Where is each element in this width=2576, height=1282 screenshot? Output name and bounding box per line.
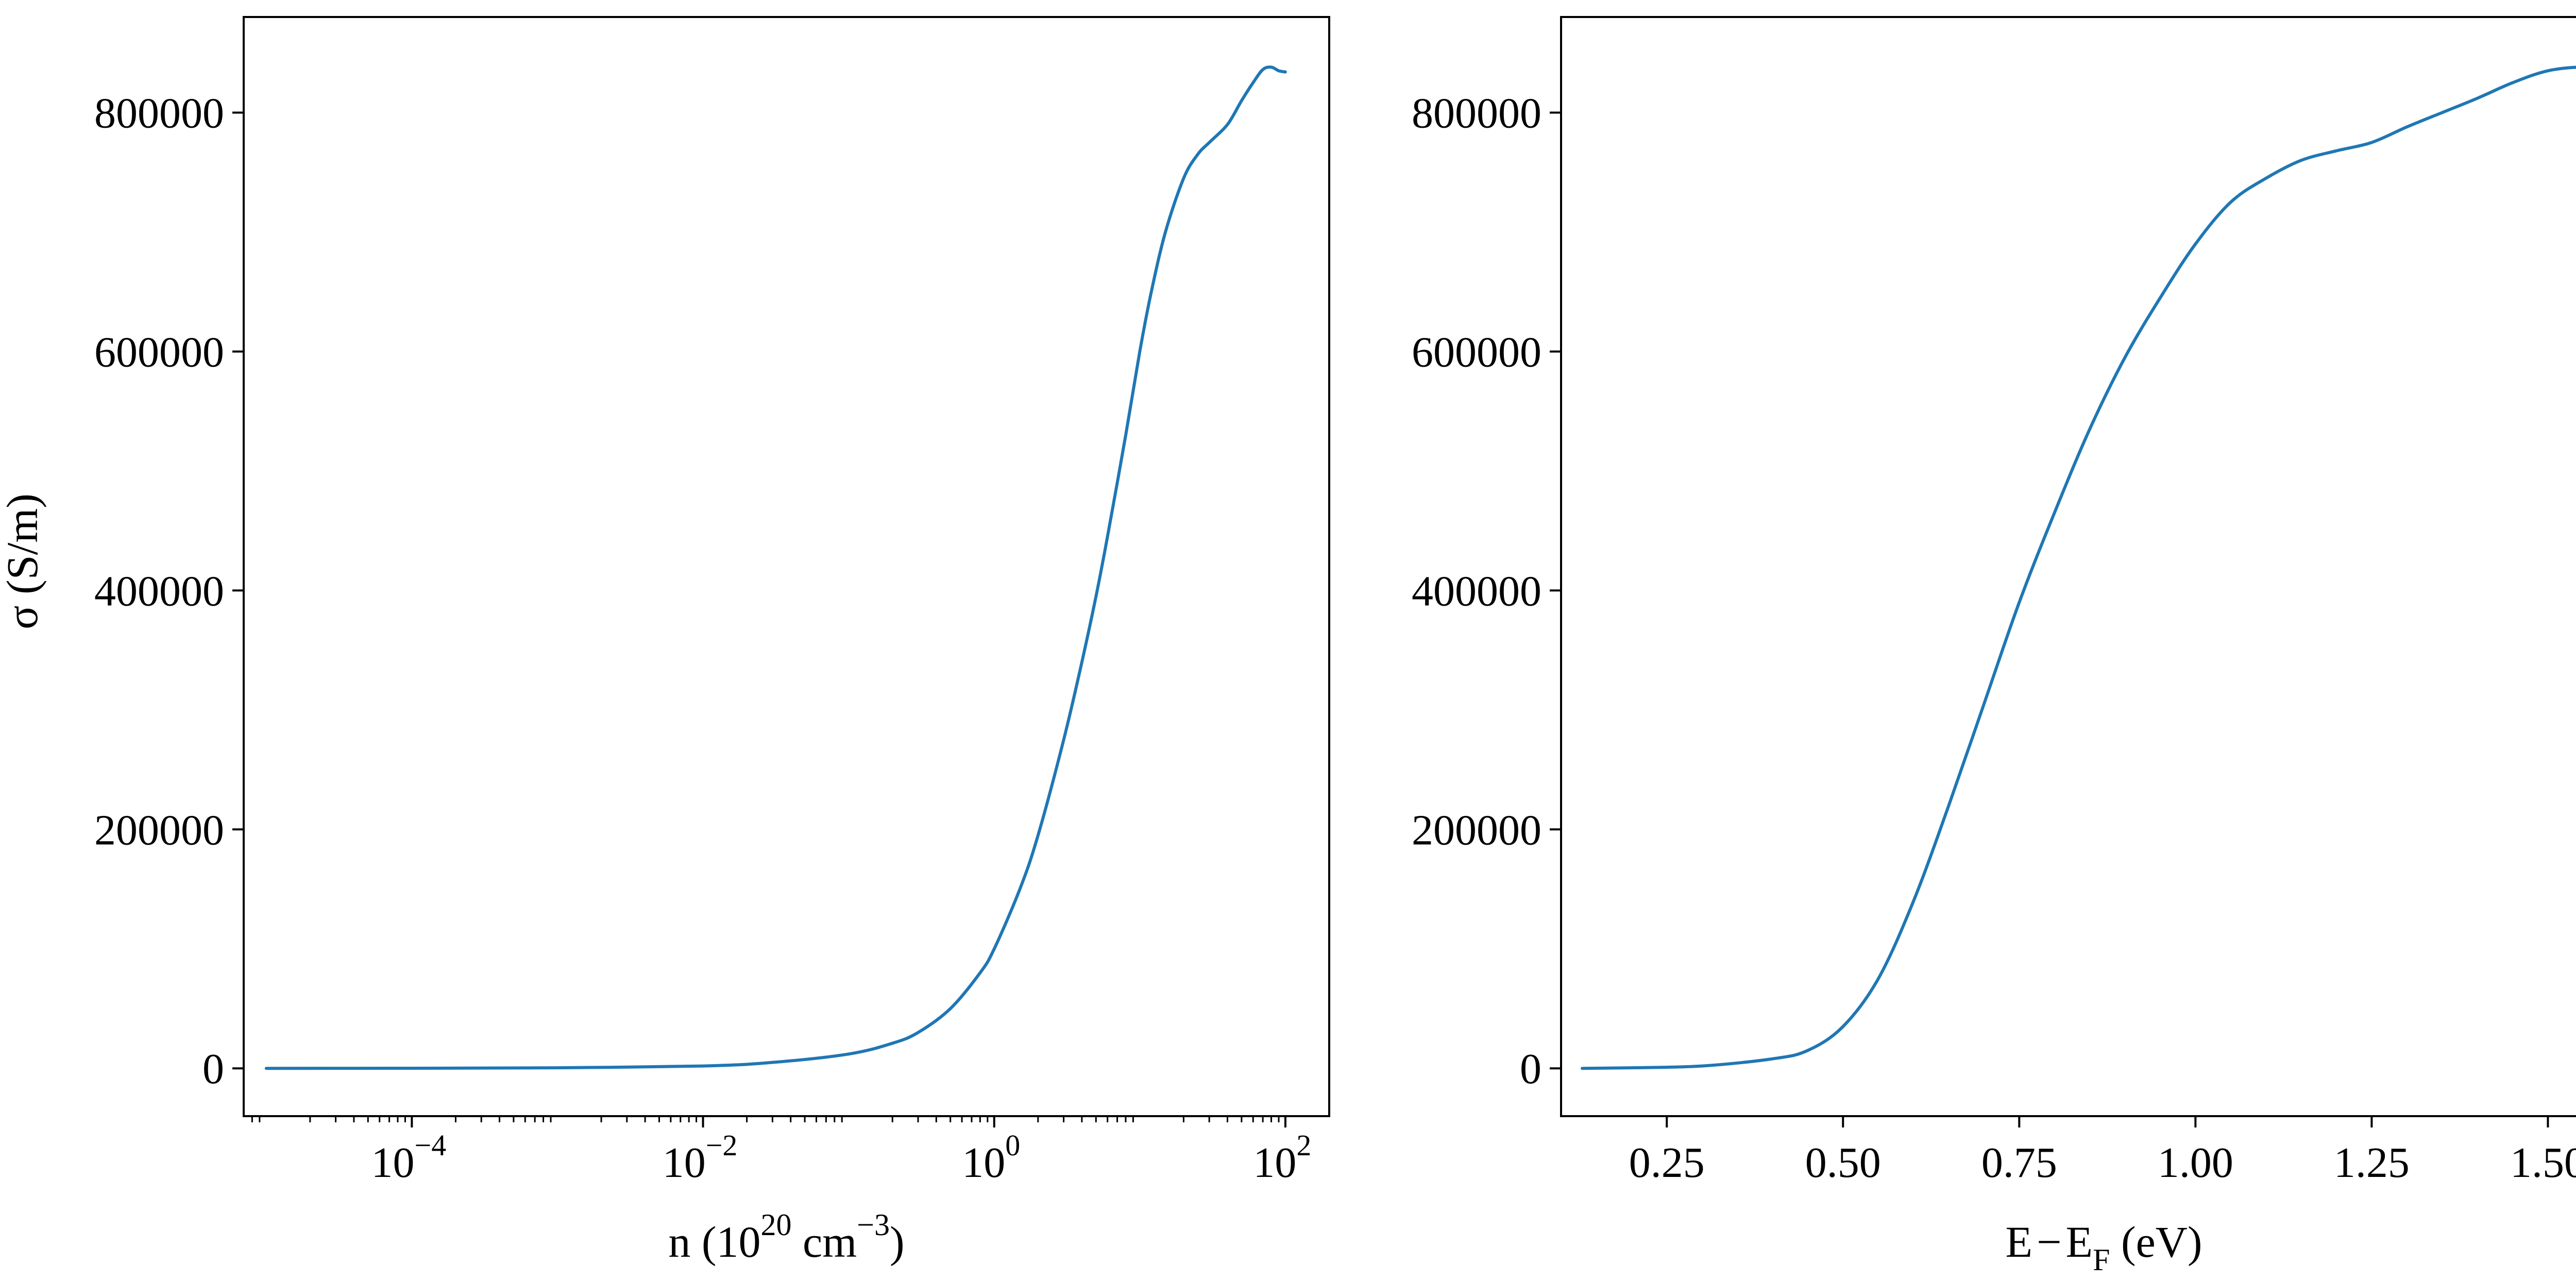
x-tick-label: 0.25 [1629,1139,1705,1187]
axes-frame [243,16,1330,1117]
x-tick-label: 1.00 [2158,1139,2233,1187]
chart-panel-2: 0 200000 400000 600000 800000 0.25 0.50 0.75 1.0… [1412,16,2576,1277]
y-axis-label: σ (S/m) [0,493,47,629]
axes-frame [1560,16,2576,1117]
x-axis-label: n (1020 cm−3) [668,1208,904,1267]
y-tick-label: 800000 [1412,90,1541,138]
series-line [264,65,1287,1070]
y-tick-label: 0 [1520,1045,1541,1093]
x-tick-label: 0.75 [1981,1139,2057,1187]
y-tick-label: 600000 [94,328,224,376]
x-tick-label: 10−2 [663,1129,738,1187]
x-tick-label: 1.50 [2510,1139,2576,1187]
series-line [1581,65,2576,1070]
x-axis-label: E−EF (eV) [2005,1217,2202,1277]
y-tick-label: 200000 [1412,806,1541,854]
y-tick-label: 400000 [94,567,224,615]
y-tick-label: 0 [202,1045,224,1093]
y-tick-label: 800000 [94,90,224,138]
chart-panel-1: 0 200000 400000 600000 800000 10−4 10−2 100 102 n… [0,16,1330,1267]
x-tick-label: 1.25 [2334,1139,2410,1187]
x-tick-label: 0.50 [1805,1139,1881,1187]
x-tick-label: 102 [1253,1129,1311,1187]
x-tick-label: 10−4 [371,1129,447,1187]
x-tick-label: 100 [962,1129,1020,1187]
y-tick-label: 200000 [94,806,224,854]
y-tick-label: 400000 [1412,567,1541,615]
y-tick-label: 600000 [1412,328,1541,376]
